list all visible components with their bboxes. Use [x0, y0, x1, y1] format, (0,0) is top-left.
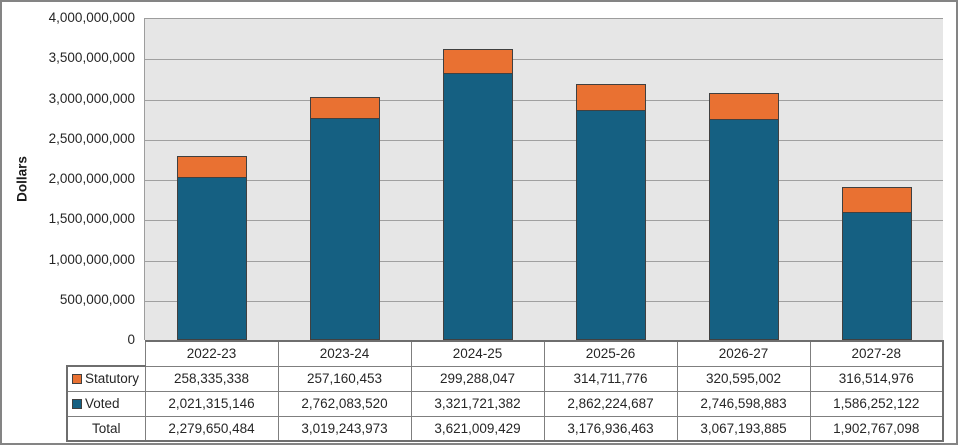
- legend-swatch-voted: [72, 399, 82, 409]
- value-statutory-2023-24: 257,160,453: [277, 365, 412, 392]
- y-tick-label: 500,000,000: [59, 292, 135, 307]
- gridline: [145, 140, 943, 141]
- y-tick-label: 1,500,000,000: [48, 211, 135, 226]
- bar-segment-voted-2023-24: [310, 118, 380, 340]
- y-tick-label: 3,000,000,000: [48, 91, 135, 106]
- row-label-voted: Voted: [66, 390, 146, 417]
- legend-swatch-statutory: [72, 374, 82, 385]
- category-header-2026-27: 2026-27: [676, 340, 811, 367]
- data-table: 2022-23 2023-24 2024-25 2025-26 2026-27 2027-…: [66, 340, 944, 442]
- value-total-2023-24: 3,019,243,973: [277, 415, 412, 442]
- y-tick-label: 2,500,000,000: [48, 131, 135, 146]
- y-tick-label: 2,000,000,000: [48, 171, 135, 186]
- value-voted-2026-27: 2,746,598,883: [676, 390, 811, 417]
- bar-segment-statutory-2022-23: [177, 156, 247, 178]
- category-header-2022-23: 2022-23: [144, 340, 279, 367]
- value-total-2024-25: 3,621,009,429: [410, 415, 545, 442]
- value-voted-2022-23: 2,021,315,146: [144, 390, 279, 417]
- gridline: [145, 301, 943, 302]
- y-axis-tick-labels: 0 500,000,000 1,000,000,000 1,500,000,000 2,…: [2, 2, 135, 347]
- bar-segment-statutory-2026-27: [709, 93, 779, 120]
- gridline: [145, 220, 943, 221]
- value-total-2026-27: 3,067,193,885: [676, 415, 811, 442]
- gridline: [145, 180, 943, 181]
- bar-segment-statutory-2027-28: [842, 187, 912, 213]
- y-tick-label: 3,500,000,000: [48, 50, 135, 65]
- value-voted-2025-26: 2,862,224,687: [543, 390, 678, 417]
- bar-segment-voted-2022-23: [177, 177, 247, 340]
- bar-segment-statutory-2024-25: [443, 49, 513, 74]
- value-statutory-2024-25: 299,288,047: [410, 365, 545, 392]
- y-tick-label: 4,000,000,000: [48, 10, 135, 25]
- value-voted-2023-24: 2,762,083,520: [277, 390, 412, 417]
- y-tick-label: 1,000,000,000: [48, 252, 135, 267]
- category-header-2025-26: 2025-26: [543, 340, 678, 367]
- y-tick-label: 0: [127, 332, 135, 347]
- value-statutory-2025-26: 314,711,776: [543, 365, 678, 392]
- table-corner-blank: [67, 341, 145, 366]
- bar-segment-voted-2025-26: [576, 110, 646, 340]
- plot-area: [144, 18, 943, 340]
- bar-segment-voted-2026-27: [709, 119, 779, 340]
- bar-segment-statutory-2025-26: [576, 84, 646, 111]
- row-label-statutory: Statutory: [66, 365, 146, 392]
- value-statutory-2027-28: 316,514,976: [809, 365, 944, 392]
- gridline: [145, 100, 943, 101]
- category-header-2027-28: 2027-28: [809, 340, 944, 367]
- value-total-2022-23: 2,279,650,484: [144, 415, 279, 442]
- category-header-2023-24: 2023-24: [277, 340, 412, 367]
- gridline: [145, 261, 943, 262]
- value-statutory-2022-23: 258,335,338: [144, 365, 279, 392]
- bar-segment-voted-2027-28: [842, 212, 912, 340]
- value-total-2027-28: 1,902,767,098: [809, 415, 944, 442]
- value-statutory-2026-27: 320,595,002: [676, 365, 811, 392]
- bar-segment-statutory-2023-24: [310, 97, 380, 119]
- value-voted-2024-25: 3,321,721,382: [410, 390, 545, 417]
- gridline: [145, 59, 943, 60]
- category-header-2024-25: 2024-25: [410, 340, 545, 367]
- value-total-2025-26: 3,176,936,463: [543, 415, 678, 442]
- bar-segment-voted-2024-25: [443, 73, 513, 340]
- row-label-total: Total: [66, 415, 146, 442]
- value-voted-2027-28: 1,586,252,122: [809, 390, 944, 417]
